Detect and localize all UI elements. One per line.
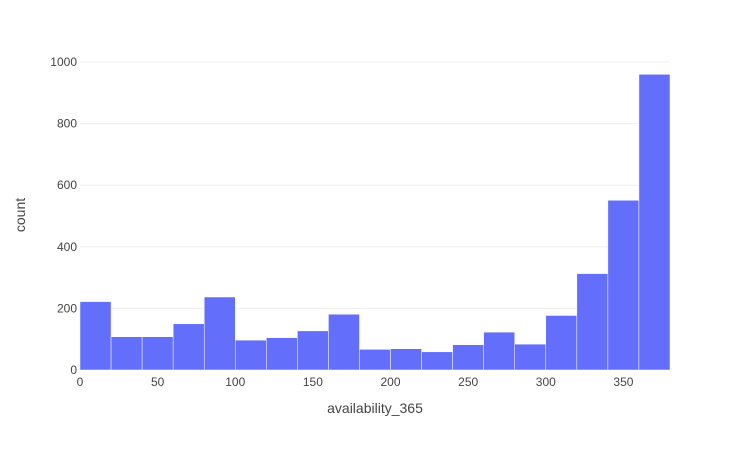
histogram-bar-160[interactable]	[328, 314, 360, 371]
bars	[79, 74, 671, 371]
histogram-bar-240[interactable]	[452, 344, 484, 371]
grid-lines	[80, 61, 670, 309]
histogram-bar-20[interactable]	[110, 336, 143, 371]
x-tick-label-200: 200	[381, 375, 401, 389]
histogram-bar-140[interactable]	[297, 330, 329, 371]
x-tick-label-0: 0	[77, 375, 84, 389]
x-axis-ticks: 0 50 100 150 200 250 300 350	[77, 375, 634, 389]
y-tick-label-800: 800	[57, 117, 77, 131]
x-tick-label-150: 150	[303, 375, 323, 389]
y-axis-title: count	[12, 198, 28, 232]
histogram-bar-180[interactable]	[359, 349, 391, 371]
x-tick-label-50: 50	[151, 375, 165, 389]
histogram-bar-60[interactable]	[172, 323, 205, 371]
y-tick-label-0: 0	[70, 363, 77, 377]
histogram-bar-280[interactable]	[514, 343, 547, 371]
y-tick-label-200: 200	[57, 301, 77, 315]
x-tick-label-100: 100	[225, 375, 245, 389]
histogram-bar-300[interactable]	[545, 315, 578, 371]
histogram-bar-100[interactable]	[235, 339, 267, 371]
histogram-bar-220[interactable]	[421, 351, 453, 371]
histogram-bar-80[interactable]	[203, 296, 236, 371]
x-tick-label-300: 300	[536, 375, 556, 389]
histogram-bar-40[interactable]	[141, 336, 174, 371]
histogram-bar-0[interactable]	[79, 301, 112, 371]
y-axis-ticks: 0 200 400 600 800 1000	[50, 55, 77, 377]
histogram-bar-200[interactable]	[390, 348, 422, 371]
x-tick-label-350: 350	[613, 375, 633, 389]
y-tick-label-400: 400	[57, 240, 77, 254]
histogram-bar-360[interactable]	[638, 74, 671, 371]
y-tick-label-1000: 1000	[50, 55, 77, 69]
x-axis-title: availability_365	[327, 400, 423, 416]
histogram-bar-320[interactable]	[576, 273, 609, 371]
histogram-bar-260[interactable]	[483, 331, 515, 371]
x-tick-label-250: 250	[458, 375, 478, 389]
histogram-bar-340[interactable]	[607, 200, 640, 371]
histogram-bar-120[interactable]	[266, 337, 298, 371]
y-tick-label-600: 600	[57, 178, 77, 192]
